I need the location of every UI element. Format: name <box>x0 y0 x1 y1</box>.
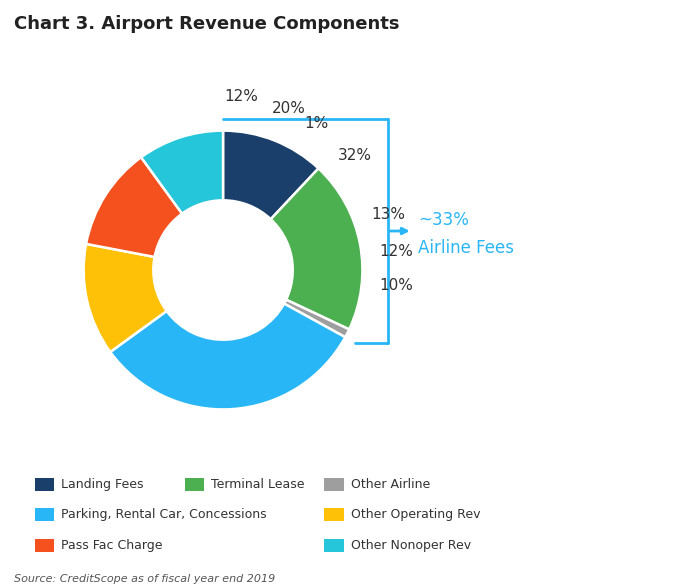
Text: 1%: 1% <box>305 116 329 130</box>
Wedge shape <box>110 303 345 409</box>
Wedge shape <box>84 244 167 352</box>
Text: Terminal Lease: Terminal Lease <box>211 478 305 491</box>
Text: Other Airline: Other Airline <box>351 478 430 491</box>
Text: Pass Fac Charge: Pass Fac Charge <box>61 539 163 552</box>
Text: 32%: 32% <box>337 148 372 163</box>
Text: Other Nonoper Rev: Other Nonoper Rev <box>351 539 470 552</box>
Text: 20%: 20% <box>271 101 305 116</box>
Text: Source: CreditScope as of fiscal year end 2019: Source: CreditScope as of fiscal year en… <box>14 574 275 584</box>
Wedge shape <box>86 157 182 257</box>
Wedge shape <box>270 168 362 329</box>
Wedge shape <box>141 131 223 214</box>
Wedge shape <box>284 300 349 337</box>
Text: Other Operating Rev: Other Operating Rev <box>351 508 480 521</box>
Wedge shape <box>223 131 319 219</box>
Text: Chart 3. Airport Revenue Components: Chart 3. Airport Revenue Components <box>14 15 399 33</box>
Text: 13%: 13% <box>372 207 405 222</box>
Text: 10%: 10% <box>380 278 413 293</box>
Text: Airline Fees: Airline Fees <box>418 239 514 257</box>
Text: 12%: 12% <box>224 89 258 104</box>
Text: Landing Fees: Landing Fees <box>61 478 144 491</box>
Text: Parking, Rental Car, Concessions: Parking, Rental Car, Concessions <box>61 508 267 521</box>
Text: 12%: 12% <box>379 244 413 259</box>
Text: ~33%: ~33% <box>418 211 469 229</box>
